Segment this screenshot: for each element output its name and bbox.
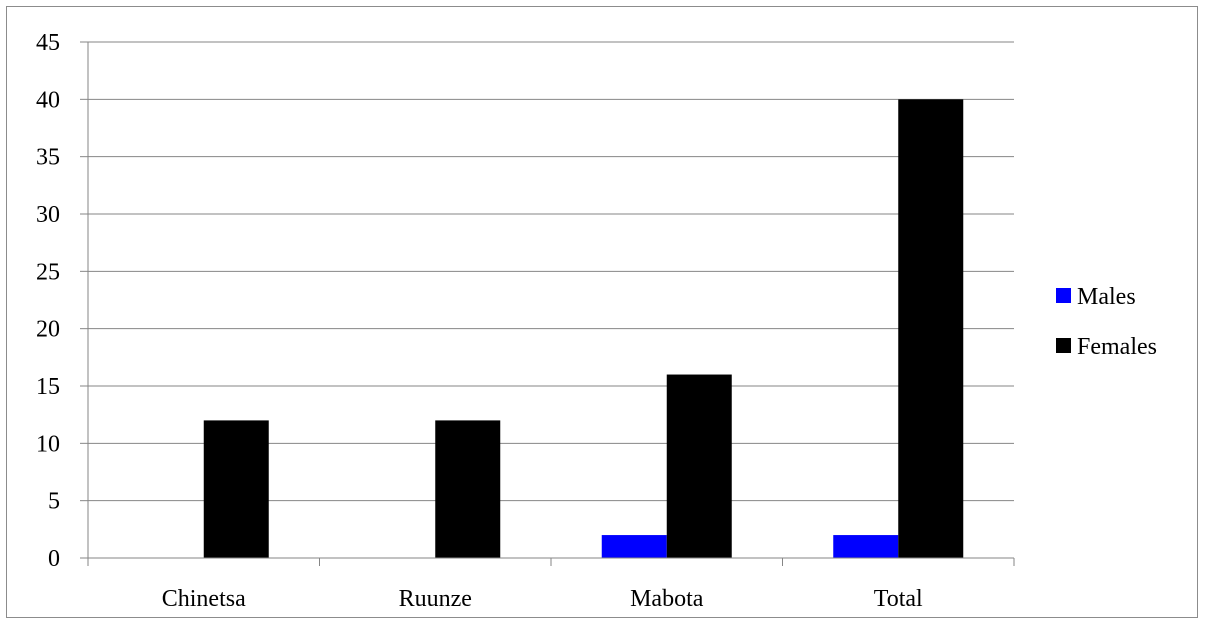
axes: 0 5 10 15 20 25 30 35 40 45 Chinetsa Ruunze Mabota To…: [36, 30, 1015, 612]
y-tick-label: 10: [36, 431, 60, 457]
legend-swatch-females: [1056, 338, 1071, 353]
y-tick-label: 5: [48, 489, 60, 515]
legend-label-males: Males: [1077, 284, 1136, 310]
y-tick-label: 40: [36, 87, 60, 113]
bar-males-total: [833, 535, 899, 558]
x-tick-label: Mabota: [630, 586, 704, 612]
bar-females-ruunze: [435, 420, 501, 558]
x-tick-label: Chinetsa: [162, 586, 246, 612]
bar-females-mabota: [666, 374, 732, 558]
y-tick-label: 45: [36, 30, 60, 56]
x-tick-label: Ruunze: [399, 586, 472, 612]
y-tick-label: 25: [36, 259, 60, 285]
y-tick-label: 35: [36, 145, 60, 171]
legend: Males Females: [1056, 284, 1157, 360]
bars: [203, 99, 964, 558]
y-tick-label: 30: [36, 202, 60, 228]
bar-females-chinetsa: [203, 420, 269, 558]
legend-swatch-males: [1056, 288, 1071, 303]
x-tick-label: Total: [874, 586, 923, 612]
legend-label-females: Females: [1077, 334, 1157, 360]
bar-females-total: [898, 99, 964, 558]
y-tick-label: 0: [48, 546, 60, 572]
y-tick-label: 20: [36, 317, 60, 343]
bar-males-mabota: [601, 535, 667, 558]
y-tick-label: 15: [36, 374, 60, 400]
